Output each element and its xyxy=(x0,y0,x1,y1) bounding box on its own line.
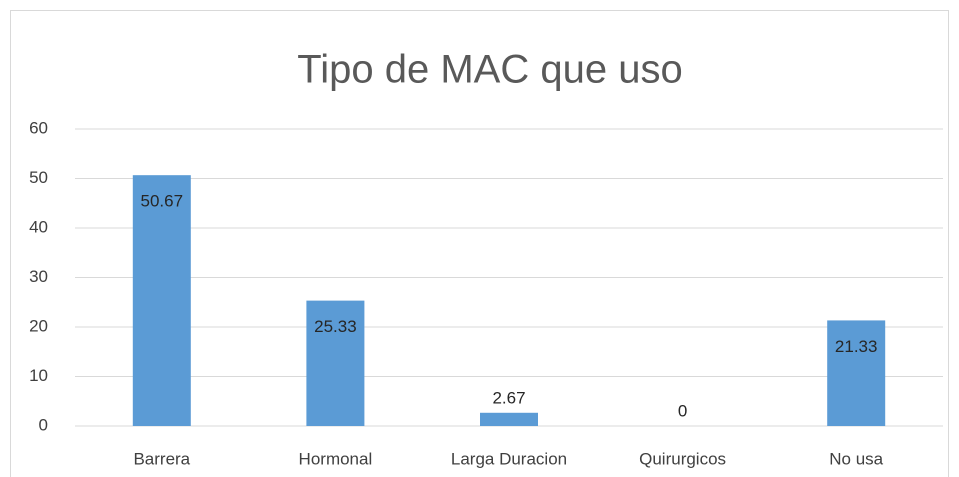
bar xyxy=(132,175,191,426)
bar xyxy=(480,412,538,426)
data-label: 25.33 xyxy=(314,317,357,336)
y-tick-label: 0 xyxy=(39,415,48,434)
x-tick-label: Quirurgicos xyxy=(639,449,726,468)
data-label: 21.33 xyxy=(835,337,878,356)
x-tick-label: Larga Duracion xyxy=(451,449,567,468)
y-tick-label: 10 xyxy=(29,366,48,385)
chart-frame xyxy=(10,10,949,477)
bar xyxy=(827,320,886,426)
y-tick-label: 20 xyxy=(29,316,48,335)
data-label: 0 xyxy=(678,401,687,420)
bar xyxy=(306,300,365,426)
y-tick-label: 50 xyxy=(29,168,48,187)
y-tick-label: 40 xyxy=(29,217,48,236)
data-label: 50.67 xyxy=(141,192,184,211)
y-tick-label: 30 xyxy=(29,267,48,286)
x-tick-label: Hormonal xyxy=(299,449,373,468)
data-label: 2.67 xyxy=(492,388,525,407)
y-tick-label: 60 xyxy=(29,118,48,137)
x-tick-label: Barrera xyxy=(133,449,190,468)
x-tick-label: No usa xyxy=(829,449,883,468)
chart-title: Tipo de MAC que uso xyxy=(297,48,682,92)
